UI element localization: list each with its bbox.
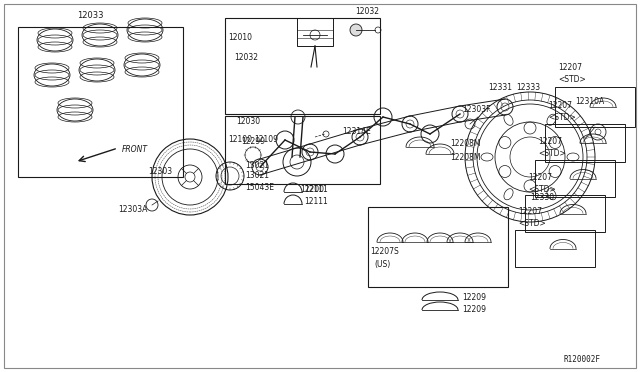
Bar (225, 116, 380, 184)
Bar (225, 18, 380, 114)
Text: 12303: 12303 (148, 167, 172, 176)
Text: <STD>: <STD> (538, 150, 566, 158)
Bar (555, 87, 635, 127)
Text: 12207: 12207 (518, 208, 542, 217)
Bar (515, 230, 595, 267)
Text: 12207: 12207 (558, 64, 582, 73)
Bar (545, 124, 625, 162)
Text: 12010: 12010 (228, 32, 252, 42)
Text: 12209: 12209 (462, 305, 486, 314)
Text: 12207: 12207 (548, 100, 572, 109)
Text: R120002F: R120002F (563, 356, 600, 365)
Text: 12033: 12033 (77, 12, 103, 20)
Bar (297, 18, 333, 46)
Text: <STD>: <STD> (518, 219, 546, 228)
Text: 12209: 12209 (462, 292, 486, 301)
Text: 12331: 12331 (488, 83, 512, 92)
Circle shape (350, 24, 362, 36)
Text: 12100: 12100 (228, 135, 252, 144)
Bar (368, 207, 508, 287)
Text: 12310A: 12310A (575, 97, 604, 106)
Text: 12207: 12207 (538, 138, 562, 147)
Text: 12030: 12030 (236, 118, 260, 126)
Text: 15043E: 15043E (245, 183, 274, 192)
Text: 12207S: 12207S (370, 247, 399, 257)
Text: 12109: 12109 (254, 135, 278, 144)
Text: 12111: 12111 (304, 185, 328, 193)
Text: 13021: 13021 (245, 171, 269, 180)
Bar (18, 27, 183, 177)
Text: 12032: 12032 (234, 52, 258, 61)
Text: 12208M: 12208M (450, 154, 481, 163)
Text: 12208M: 12208M (450, 140, 481, 148)
Text: 13021: 13021 (245, 160, 269, 170)
Text: <STD>: <STD> (528, 185, 556, 193)
Text: FRONT: FRONT (122, 145, 148, 154)
Text: 12314E: 12314E (342, 128, 371, 137)
Text: 12330: 12330 (530, 192, 554, 202)
Text: (US): (US) (374, 260, 390, 269)
Text: 12200: 12200 (300, 185, 324, 193)
Text: 12111: 12111 (304, 198, 328, 206)
Text: 12303F: 12303F (462, 106, 490, 115)
Bar (535, 160, 615, 197)
Text: 12207: 12207 (528, 173, 552, 182)
Text: <STD>: <STD> (548, 112, 576, 122)
Text: <STD>: <STD> (558, 76, 586, 84)
Text: 12032: 12032 (355, 7, 379, 16)
Text: 12299: 12299 (241, 138, 265, 147)
Bar (525, 195, 605, 232)
Text: 12303A: 12303A (118, 205, 147, 215)
Text: 12333: 12333 (516, 83, 540, 92)
